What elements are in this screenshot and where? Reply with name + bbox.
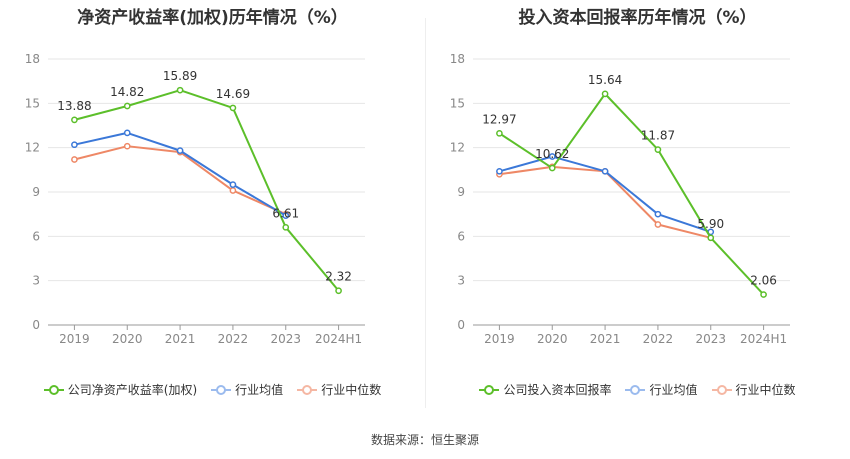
legend-item-industry-avg[interactable]: 行业均值 [211,381,283,398]
y-tick-label: 3 [32,274,40,288]
y-tick-label: 6 [457,229,465,243]
legend-label: 公司投入资本回报率 [503,383,612,397]
x-tick-label: 2024H1 [315,332,362,346]
series-line-company [74,89,340,292]
roic-chart-panel: 投入资本回报率历年情况（%） 0 3 6 9 12 15 18 2019 2020 2021 202… [425,0,850,410]
legend-line-icon [297,384,318,396]
data-point-industry-avg [71,141,78,149]
legend-line-icon [43,384,64,396]
legend-label: 公司净资产收益率(加权) [67,383,198,397]
data-point-industry-avg [123,129,131,137]
data-label: 12.97 [482,112,516,126]
y-tick-label: 0 [32,318,40,332]
panel-divider [425,18,426,408]
data-point-company [176,86,184,94]
roe-chart-plot: 0 3 6 9 12 15 18 2019 2020 2021 2022 2023 2024H1 13.8… [25,52,365,346]
y-tick-label: 3 [457,274,465,288]
y-tick-label: 18 [450,52,465,66]
data-point-industry-avg [601,167,609,175]
data-point-industry-median [71,156,78,163]
y-tick-label: 0 [457,318,465,332]
x-tick-label: 2021 [590,332,621,346]
data-source-note: 数据来源：恒生聚源 [370,433,479,447]
legend-item-industry-avg[interactable]: 行业均值 [625,381,698,398]
data-label: 2.06 [750,274,777,288]
x-tick-label: 2020 [537,332,568,346]
data-point-company [548,164,556,172]
data-point-company [229,104,237,112]
x-tick-label: 2023 [270,332,301,346]
series-line-company [498,92,765,296]
x-tick-label: 2020 [112,332,143,346]
data-point-industry-avg [176,147,184,154]
data-point-company [335,287,342,295]
legend-label: 行业均值 [649,383,698,397]
y-tick-label: 9 [457,185,465,199]
data-point-industry-avg [282,212,290,219]
y-tick-label: 15 [450,96,465,110]
chart-title: 投入资本回报率历年情况（%） [518,8,757,28]
data-point-company [282,223,290,231]
chart-legend: 公司净资产收益率(加权) 行业均值 行业中位数 [0,381,425,398]
legend-line-icon [211,384,232,396]
y-tick-label: 12 [450,141,465,155]
chart-legend: 公司投入资本回报率 行业均值 行业中位数 [425,381,850,398]
x-tick-label: 2022 [218,332,249,346]
series-line-industry-avg [74,131,287,217]
y-tick-label: 15 [25,96,40,110]
y-tick-label: 9 [32,185,40,199]
x-tick-label: 2019 [484,332,515,346]
data-point-company [71,116,78,124]
data-label: 14.69 [216,87,250,101]
roic-chart-plot: 0 3 6 9 12 15 18 2019 2020 2021 2022 2023 2024H1 12.9… [450,52,790,346]
x-tick-label: 2021 [165,332,196,346]
legend-label: 行业中位数 [735,383,796,397]
data-point-industry-median [229,187,237,194]
legend-line-icon [479,384,500,396]
legend-line-icon [625,384,646,396]
data-point-industry-avg [496,167,503,175]
x-tick-label: 2024H1 [740,332,787,346]
data-point-company [707,234,715,242]
data-label: 15.64 [588,73,622,87]
legend-item-company[interactable]: 公司净资产收益率(加权) [43,381,198,398]
data-label: 15.89 [163,69,197,83]
y-tick-label: 18 [25,52,40,66]
data-label: 13.88 [57,99,91,113]
x-tick-label: 2022 [643,332,674,346]
data-point-company [760,291,767,298]
legend-item-company[interactable]: 公司投入资本回报率 [479,381,611,398]
series-line-industry-median [499,165,711,239]
y-tick-label: 6 [32,229,40,243]
data-label: 6.61 [272,206,299,220]
data-point-company [123,102,131,110]
y-tick-label: 12 [25,141,40,155]
data-point-industry-median [654,221,662,228]
data-label: 2.32 [325,270,352,284]
data-point-industry-avg [548,153,556,160]
x-tick-label: 2019 [59,332,90,346]
data-point-industry-avg [654,210,662,218]
data-point-company [496,129,503,137]
data-label: 10.62 [535,147,569,161]
data-point-company [601,90,609,98]
data-point-company [654,146,662,153]
legend-label: 行业中位数 [321,383,382,397]
series-line-industry-avg [499,155,712,233]
legend-line-icon [711,384,732,396]
roe-chart-panel: 净资产收益率(加权)历年情况（%） 0 3 6 9 12 15 18 2019 2020 2021… [0,0,425,410]
legend-item-industry-median[interactable]: 行业中位数 [297,381,381,398]
data-point-industry-median [123,142,131,150]
data-label: 14.82 [110,85,144,99]
legend-label: 行业均值 [235,383,284,397]
x-tick-label: 2023 [695,332,726,346]
chart-title: 净资产收益率(加权)历年情况（%） [77,8,348,28]
legend-item-industry-median[interactable]: 行业中位数 [711,381,796,398]
data-label: 11.87 [641,129,675,143]
data-point-industry-avg [229,181,237,188]
data-label: 5.90 [697,217,724,231]
